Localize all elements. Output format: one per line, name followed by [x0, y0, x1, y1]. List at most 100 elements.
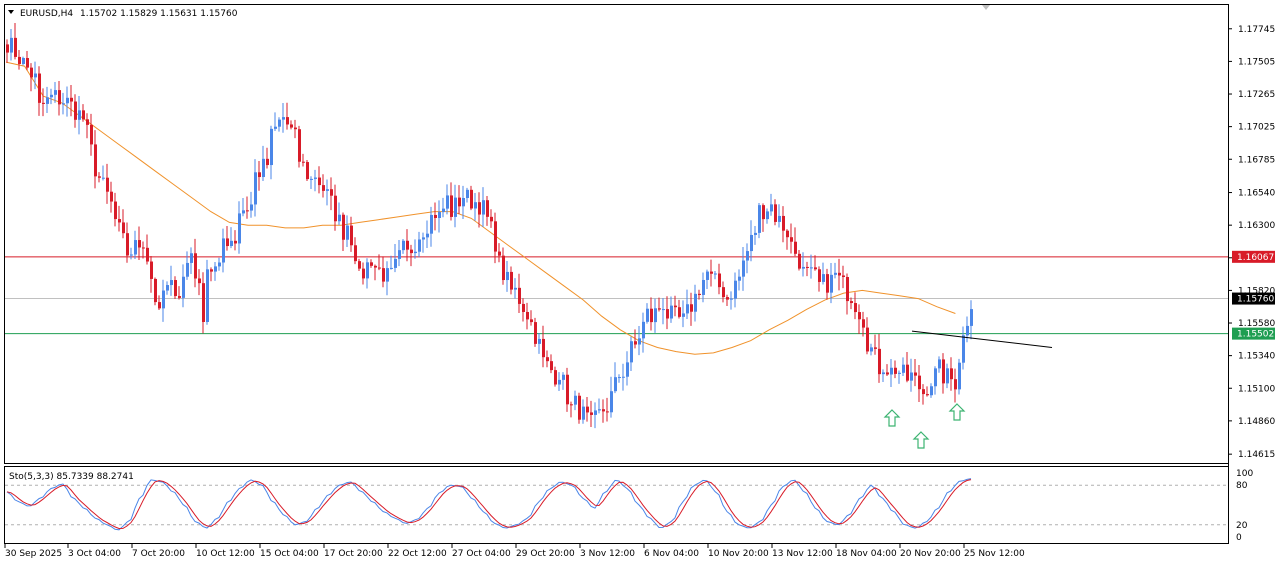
candle [950, 357, 953, 391]
candle [154, 277, 157, 306]
candle [214, 261, 217, 281]
candle [262, 145, 265, 181]
candle [946, 363, 949, 389]
candle [894, 360, 897, 379]
buy-arrow-icon[interactable] [912, 431, 930, 449]
candle [898, 370, 901, 384]
candle [666, 296, 669, 330]
candle [126, 222, 129, 263]
buy-arrow-icon[interactable] [948, 403, 966, 421]
candle [578, 392, 581, 424]
candle [78, 95, 81, 135]
candle [746, 243, 749, 274]
candle [670, 296, 673, 323]
candle [170, 265, 173, 296]
candle [358, 258, 361, 272]
collapse-triangle-icon[interactable] [8, 10, 14, 14]
candle [686, 289, 689, 319]
candle [638, 325, 641, 356]
candle [102, 165, 105, 181]
candle [210, 267, 213, 282]
candle [830, 263, 833, 304]
candle [546, 350, 549, 368]
candle [202, 272, 205, 334]
candle [598, 398, 601, 414]
candle [426, 220, 429, 248]
candle [434, 202, 437, 231]
candle [890, 359, 893, 387]
time-tick-label: 30 Sep 2025 [5, 549, 62, 559]
candle [438, 200, 441, 233]
candle [410, 244, 413, 267]
candle [882, 369, 885, 383]
candle [406, 229, 409, 262]
price-tick-label: 1.15580 [1238, 319, 1275, 329]
candle [46, 86, 49, 114]
candle [138, 226, 141, 261]
candle [674, 295, 677, 317]
candle [6, 39, 9, 63]
candle [174, 276, 177, 300]
candle [970, 300, 973, 340]
shift-marker-icon[interactable] [982, 5, 990, 10]
candle [374, 264, 377, 281]
candle [414, 239, 417, 259]
candle [698, 289, 701, 300]
candle [250, 191, 253, 218]
candle [342, 212, 345, 251]
candle [386, 261, 389, 296]
candle [630, 336, 633, 372]
candle [474, 192, 477, 221]
candle [218, 257, 221, 271]
time-tick-label: 20 Nov 20:00 [900, 549, 961, 559]
candle [258, 161, 261, 191]
time-tick-label: 10 Oct 12:00 [196, 549, 255, 559]
candle [558, 372, 561, 391]
candle [626, 351, 629, 386]
candle [110, 181, 113, 213]
candle [330, 177, 333, 211]
candle [462, 185, 465, 219]
candle [502, 247, 505, 285]
candle [774, 199, 777, 226]
candle [650, 297, 653, 331]
buy-arrow-icon[interactable] [883, 409, 901, 427]
candle [766, 208, 769, 224]
candle [150, 255, 153, 293]
candle [634, 329, 637, 349]
price-tick-label: 1.17265 [1238, 90, 1275, 100]
time-tick-label: 29 Oct 20:00 [516, 549, 575, 559]
candle [506, 261, 509, 292]
stoch-axis-label: 0 [1236, 533, 1242, 543]
candle [590, 400, 593, 427]
candle [234, 230, 237, 251]
trend-line[interactable] [911, 330, 1053, 348]
candle [682, 300, 685, 328]
candle [642, 312, 645, 353]
candle [450, 182, 453, 221]
candle [902, 357, 905, 376]
candle [306, 159, 309, 182]
time-tick-label: 15 Oct 04:00 [260, 549, 319, 559]
time-tick-label: 3 Oct 04:00 [68, 549, 121, 559]
candle [926, 386, 929, 397]
candle [958, 358, 961, 395]
candle [238, 201, 241, 254]
candle [38, 66, 41, 116]
candle [910, 358, 913, 392]
candle [50, 88, 53, 105]
candle [654, 298, 657, 333]
candle [158, 295, 161, 311]
candle [30, 63, 33, 92]
candle [846, 273, 849, 315]
candle [818, 266, 821, 292]
price-tick-label: 1.16785 [1238, 155, 1275, 165]
candle [18, 49, 21, 70]
candle [390, 255, 393, 270]
candle [530, 310, 533, 326]
candle [402, 238, 405, 254]
candle [794, 227, 797, 257]
candle [346, 215, 349, 247]
candle [370, 259, 373, 268]
